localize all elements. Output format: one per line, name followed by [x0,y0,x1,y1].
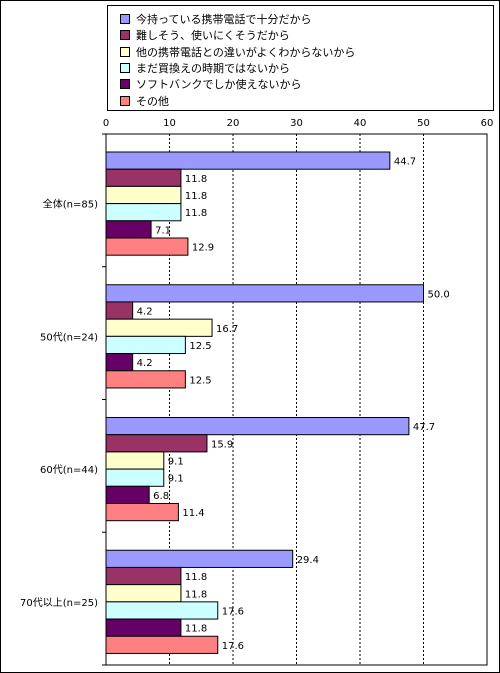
x-tick-label: 40 [354,118,367,129]
legend: 今持っている携帯電話で十分だから 難しそう、使いにくそうだから他の携帯電話との違い… [107,5,494,111]
legend-item: ソフトバンクでしか使えないから [120,76,302,92]
x-tick-label: 60 [481,118,494,129]
bar [105,417,410,436]
data-label: 17.6 [222,606,244,617]
legend-swatch [120,79,130,90]
bar [105,151,391,170]
data-label: 6.8 [153,491,169,502]
bar [105,485,150,504]
legend-swatch [120,62,130,73]
data-label: 50.0 [428,289,450,300]
x-tick-label: 30 [290,118,303,129]
bar [105,635,219,654]
x-tick-label: 10 [163,118,176,129]
bar [105,335,186,355]
legend-item: 今持っている携帯電話で十分だから [120,11,311,27]
legend-swatch [120,14,130,24]
data-label: 15.9 [211,439,233,450]
bar [105,566,182,586]
data-label: 44.7 [394,157,416,168]
bar [105,549,294,568]
legend-swatch [120,30,130,41]
data-label: 4.2 [137,358,153,369]
legend-label: 他の携帯電話との違いがよくわからないから [136,45,356,59]
legend-label: その他 [136,94,169,108]
data-label: 11.8 [185,589,207,600]
bar [105,468,165,487]
bar [105,203,182,222]
bar [105,284,424,303]
data-label: 11.8 [185,572,207,583]
legend-label: 今持っている携帯電話で十分だから [136,13,312,26]
legend-item: その他 [120,93,169,109]
legend-label: 難しそう、使いにくそうだから [136,29,290,43]
legend-label: まだ買換えの時期ではないから [136,61,290,75]
data-label: 12.5 [189,341,211,352]
data-label: 29.4 [297,555,319,566]
data-label: 7.1 [155,225,171,236]
legend-swatch [120,46,130,57]
data-label: 11.8 [185,208,207,219]
bar [105,601,219,620]
category-label: 70代以上(n=25) [20,597,98,609]
x-tick-label: 20 [227,118,240,129]
data-label: 11.8 [185,624,207,635]
data-label: 16.7 [216,324,238,335]
category-label: 50代(n=24) [40,331,98,343]
category-label: 全体(n=85) [43,198,98,211]
data-label: 11.8 [185,174,207,185]
x-tick-label: 0 [103,118,109,129]
legend-label: ソフトバンクでしか使えないから [136,78,302,92]
data-label: 9.1 [168,474,184,485]
bar [105,618,182,637]
bar [105,168,182,187]
bar [105,301,134,320]
bar [105,318,213,337]
data-label: 17.6 [222,641,244,652]
legend-item: まだ買換えの時期ではないから [120,60,290,76]
bar [105,237,189,256]
bar [105,503,179,522]
legend-item: 他の携帯電話との違いがよくわからないから [120,44,355,60]
bar [105,185,182,205]
bar [105,220,152,239]
bar [105,370,186,389]
bar [105,584,182,603]
data-label: 12.5 [189,375,211,386]
data-label: 4.2 [137,307,153,318]
category-label: 60代(n=44) [40,464,98,476]
data-label: 9.1 [168,457,184,468]
legend-item: 難しそう、使いにくそうだから [120,27,290,43]
data-label: 11.4 [182,508,204,519]
x-tick-label: 50 [417,118,430,129]
bar [105,451,165,470]
legend-swatch [120,95,130,106]
data-label: 47.7 [413,422,435,433]
bar [105,353,134,372]
bar [105,434,208,453]
data-label: 11.8 [185,191,207,202]
data-label: 12.9 [192,243,214,254]
